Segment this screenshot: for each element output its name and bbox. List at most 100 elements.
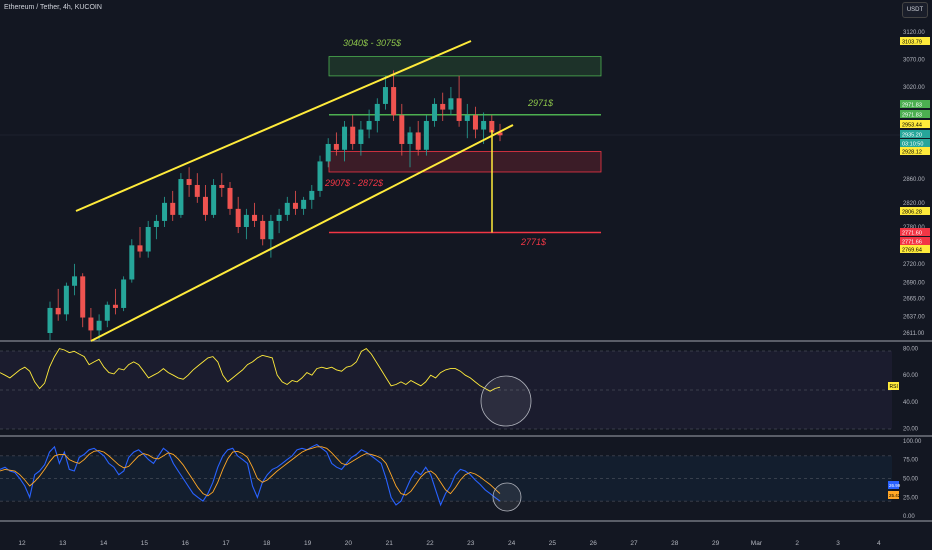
candle-body bbox=[252, 214, 258, 221]
stoch-tick-label: 100.00 bbox=[903, 439, 922, 445]
stoch-tick-label: 25.00 bbox=[903, 495, 919, 501]
top-zone-label: 3040$ - 3075$ bbox=[343, 38, 402, 48]
x-tick-label: 2 bbox=[795, 540, 799, 547]
price-tag-label: 2971.83 bbox=[902, 113, 922, 119]
candle-body bbox=[178, 179, 184, 215]
price-tag bbox=[900, 120, 930, 128]
candle-body bbox=[63, 285, 69, 315]
candle-body bbox=[382, 87, 388, 104]
candle-body bbox=[464, 115, 470, 121]
candle-body bbox=[472, 115, 478, 130]
candle-body bbox=[440, 103, 446, 110]
price-tag bbox=[900, 147, 930, 155]
channel-lower-line bbox=[90, 124, 514, 342]
y-tick-label: 3070.00 bbox=[903, 57, 925, 63]
candle-body bbox=[145, 227, 151, 252]
stoch-d-tag bbox=[888, 491, 899, 499]
candle-body bbox=[391, 87, 397, 116]
target-label: 2771$ bbox=[520, 237, 547, 247]
price-tag-label: 2769.64 bbox=[902, 248, 922, 254]
price-tag bbox=[900, 207, 930, 215]
stoch-highlight-circle bbox=[492, 482, 522, 512]
x-tick-label: 22 bbox=[426, 540, 434, 547]
candle-body bbox=[268, 220, 274, 240]
candle-body bbox=[80, 276, 86, 318]
price-tag-label: 2935.20 bbox=[902, 133, 922, 139]
candle-body bbox=[358, 129, 364, 144]
x-tick-label: 25 bbox=[549, 540, 557, 547]
channel-upper-line bbox=[75, 40, 472, 212]
candle-body bbox=[104, 304, 110, 321]
y-tick-label: 3120.00 bbox=[903, 30, 925, 36]
candle-body bbox=[407, 132, 413, 144]
price-tag-label: 3103.79 bbox=[902, 40, 922, 46]
candle-body bbox=[170, 202, 176, 215]
candle-body bbox=[317, 161, 323, 191]
y-tick-label: 2820.00 bbox=[903, 201, 925, 207]
stoch-k-tag-label: 26.99 bbox=[889, 483, 901, 488]
x-tick-label: 13 bbox=[59, 540, 67, 547]
candle-body bbox=[235, 208, 241, 228]
candle-body bbox=[423, 120, 429, 150]
chart-title: Ethereum / Tether, 4h, KUCOIN bbox=[4, 4, 102, 11]
x-tick-label: 29 bbox=[712, 540, 720, 547]
candle-body bbox=[489, 120, 495, 133]
candle-body bbox=[202, 196, 208, 215]
y-tick-label: 2860.00 bbox=[903, 177, 925, 183]
rsi-line bbox=[0, 348, 501, 392]
stoch-k-line bbox=[0, 443, 501, 507]
mid-zone-label: 2907$ - 2872$ bbox=[324, 178, 384, 188]
candle-body bbox=[301, 199, 307, 209]
candle-body bbox=[374, 103, 380, 121]
x-tick-label: 24 bbox=[508, 540, 516, 547]
x-tick-label: Mar bbox=[751, 540, 763, 547]
currency-button[interactable]: USDT bbox=[902, 2, 928, 18]
rsi-tick-label: 20.00 bbox=[903, 426, 919, 432]
stoch-tick-label: 50.00 bbox=[903, 477, 919, 483]
x-tick-label: 20 bbox=[345, 540, 353, 547]
candle-body bbox=[211, 184, 217, 215]
candle-body bbox=[55, 307, 61, 315]
x-tick-label: 21 bbox=[386, 540, 394, 547]
candle-body bbox=[481, 120, 487, 130]
price-tag bbox=[900, 37, 930, 45]
candle-body bbox=[448, 98, 454, 110]
candle-body bbox=[342, 126, 348, 150]
candle-body bbox=[456, 98, 462, 121]
rsi-tick-label: 80.00 bbox=[903, 347, 919, 353]
x-tick-label: 16 bbox=[182, 540, 190, 547]
candle-body bbox=[432, 103, 438, 121]
x-tick-label: 18 bbox=[263, 540, 271, 547]
candle-body bbox=[284, 202, 290, 215]
candle-body bbox=[292, 202, 298, 209]
price-tag-label: 2971.83 bbox=[902, 103, 922, 109]
candle-body bbox=[399, 115, 405, 144]
rsi-tick-label: 40.00 bbox=[903, 400, 919, 406]
stoch-k-tag bbox=[888, 481, 899, 489]
resistance-label: 2971$ bbox=[527, 98, 554, 108]
candle-body bbox=[121, 279, 127, 308]
candle-body bbox=[47, 307, 53, 333]
candle-body bbox=[415, 132, 421, 150]
candle-body bbox=[72, 276, 78, 286]
rsi-tag bbox=[888, 382, 899, 390]
price-tag bbox=[900, 237, 930, 245]
x-tick-label: 26 bbox=[590, 540, 598, 547]
x-tick-label: 15 bbox=[141, 540, 149, 547]
candle-body bbox=[137, 245, 143, 252]
price-tag bbox=[900, 110, 930, 118]
stoch-tick-label: 0.00 bbox=[903, 514, 915, 520]
candle-body bbox=[276, 214, 282, 221]
stoch-d-tag-label: 25.42 bbox=[889, 493, 901, 498]
top-supply-zone bbox=[328, 56, 602, 77]
stoch-d-line bbox=[0, 446, 501, 497]
candle-body bbox=[186, 179, 192, 185]
y-tick-label: 2665.00 bbox=[903, 296, 925, 302]
candle-body bbox=[227, 187, 233, 209]
x-tick-label: 12 bbox=[18, 540, 26, 547]
x-tick-label: 23 bbox=[467, 540, 475, 547]
candle-body bbox=[162, 202, 168, 221]
y-tick-label: 2637.00 bbox=[903, 314, 925, 320]
candle-body bbox=[333, 143, 339, 150]
